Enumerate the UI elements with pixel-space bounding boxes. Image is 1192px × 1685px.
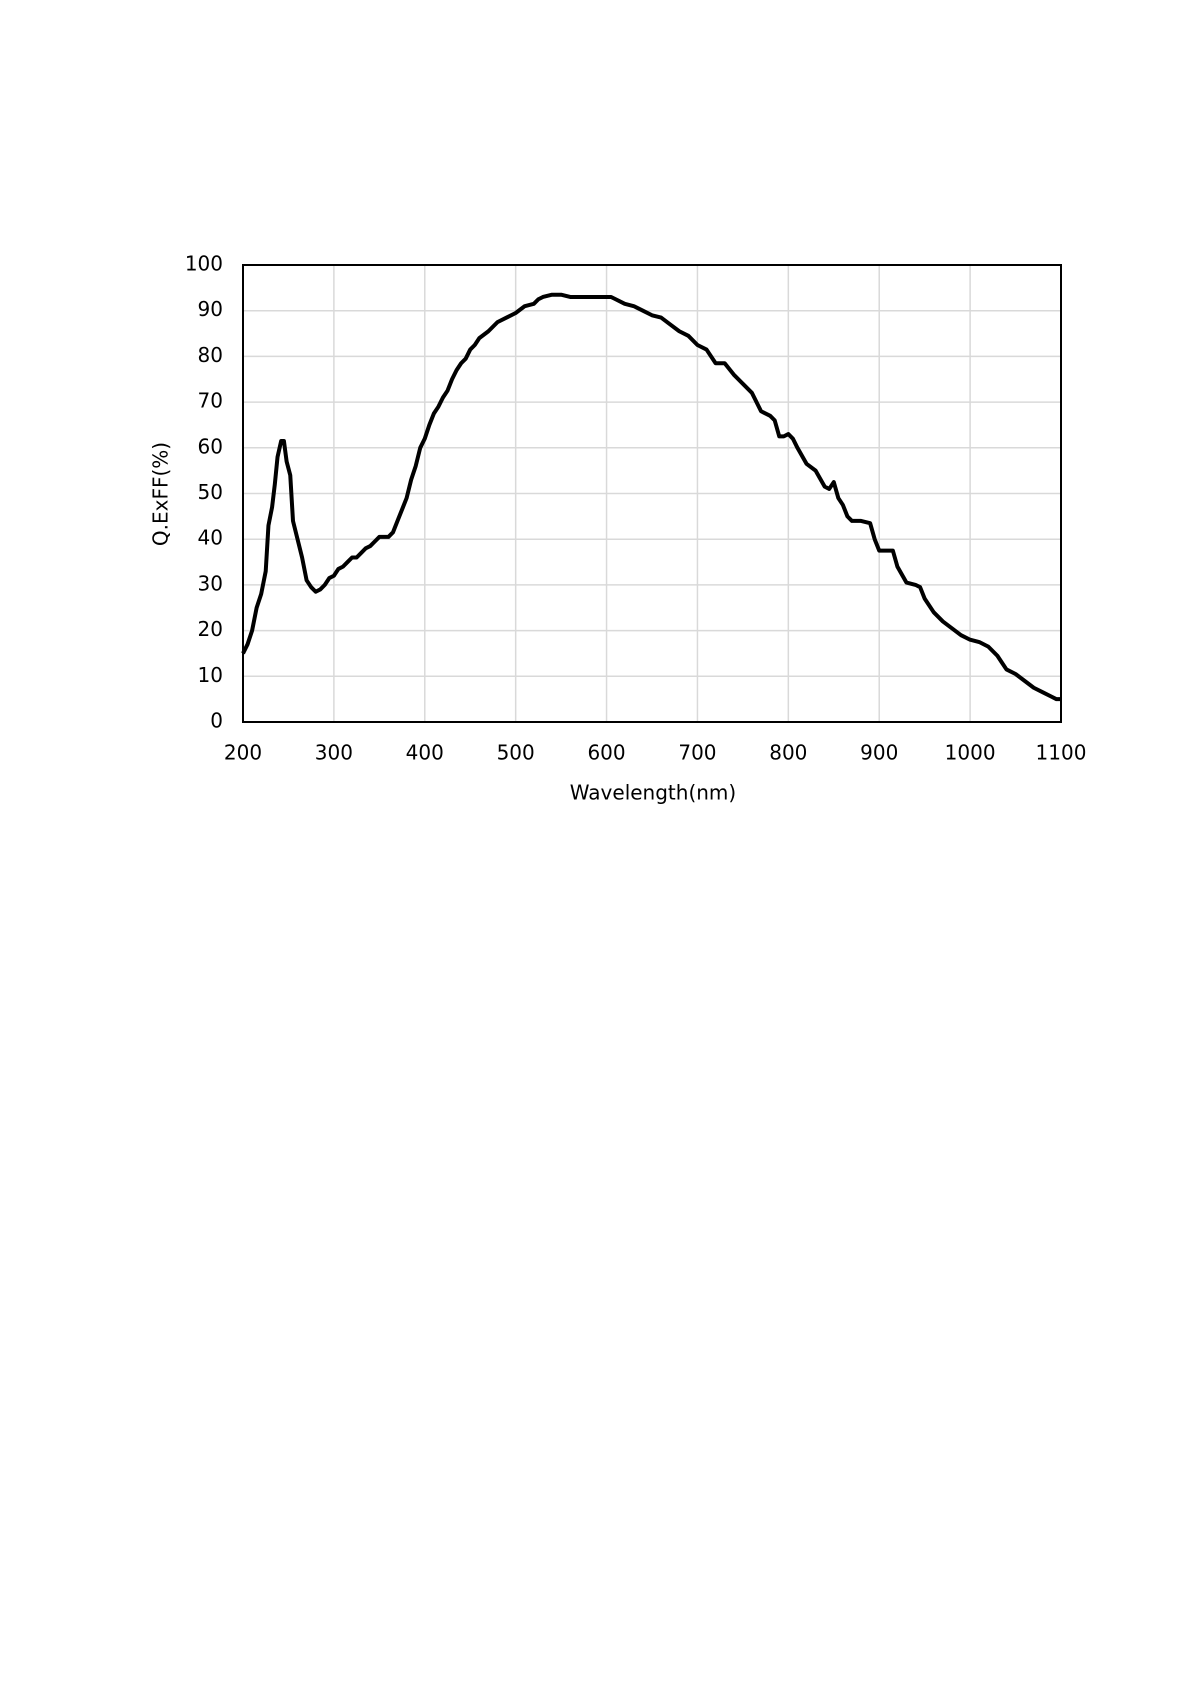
x-axis-label: Wavelength(nm) (570, 781, 736, 805)
y-tick-label: 0 (210, 709, 223, 733)
y-tick-label: 50 (198, 480, 223, 504)
y-tick-label: 70 (198, 389, 223, 413)
y-tick-label: 100 (185, 252, 223, 276)
y-tick-label: 20 (198, 617, 223, 641)
y-tick-label: 10 (198, 663, 223, 687)
y-tick-label: 90 (198, 297, 223, 321)
data-line (241, 292, 1061, 702)
x-tick-label: 200 (224, 741, 262, 765)
x-tick-label: 900 (860, 741, 898, 765)
y-tick-label: 30 (198, 571, 223, 595)
x-tick-label: 1000 (945, 741, 996, 765)
x-tick-label: 300 (315, 741, 353, 765)
x-tick-label: 400 (406, 741, 444, 765)
x-tick-label: 600 (587, 741, 625, 765)
y-axis-label: Q.ExFF(%) (149, 442, 173, 546)
y-tick-label: 40 (198, 526, 223, 550)
y-tick-label: 80 (198, 343, 223, 367)
x-tick-label: 700 (678, 741, 716, 765)
y-tick-label: 60 (198, 434, 223, 458)
plot-frame (242, 264, 1062, 723)
x-tick-label: 800 (769, 741, 807, 765)
x-tick-label: 500 (497, 741, 535, 765)
x-tick-label: 1100 (1036, 741, 1087, 765)
